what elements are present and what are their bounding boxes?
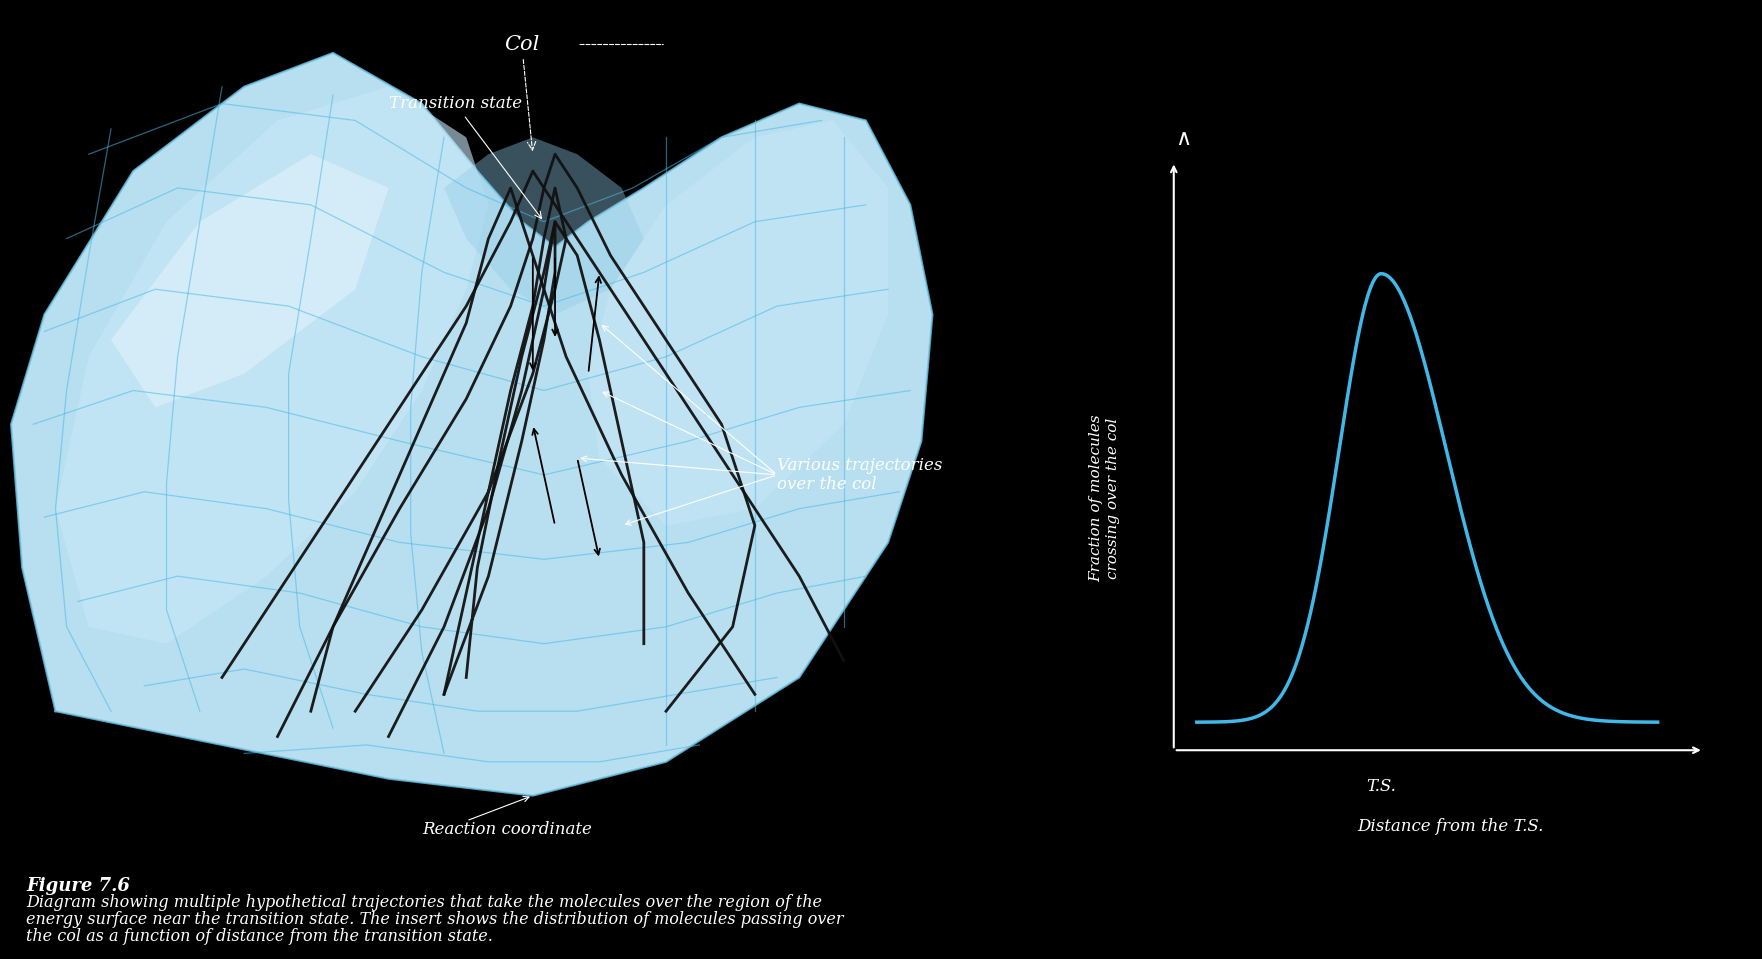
Polygon shape — [11, 53, 932, 796]
Text: Reaction coordinate: Reaction coordinate — [421, 821, 592, 838]
Text: energy surface near the transition state. The insert shows the distribution of m: energy surface near the transition state… — [26, 911, 844, 928]
Text: ∧: ∧ — [1175, 129, 1191, 151]
Text: T.S.: T.S. — [1366, 779, 1396, 795]
Polygon shape — [589, 121, 888, 526]
Text: Distance from the T.S.: Distance from the T.S. — [1357, 817, 1544, 834]
Text: Figure 7.6: Figure 7.6 — [26, 877, 130, 896]
Polygon shape — [56, 86, 488, 643]
Text: Diagram showing multiple hypothetical trajectories that take the molecules over : Diagram showing multiple hypothetical tr… — [26, 894, 823, 911]
Text: Col: Col — [504, 35, 539, 151]
Text: Transition state: Transition state — [388, 95, 541, 219]
Polygon shape — [111, 154, 388, 408]
Text: Fraction of molecules
crossing over the col: Fraction of molecules crossing over the … — [1089, 414, 1119, 582]
Polygon shape — [444, 137, 643, 315]
Text: Various trajectories
over the col: Various trajectories over the col — [777, 456, 943, 493]
Text: the col as a function of distance from the transition state.: the col as a function of distance from t… — [26, 928, 493, 946]
